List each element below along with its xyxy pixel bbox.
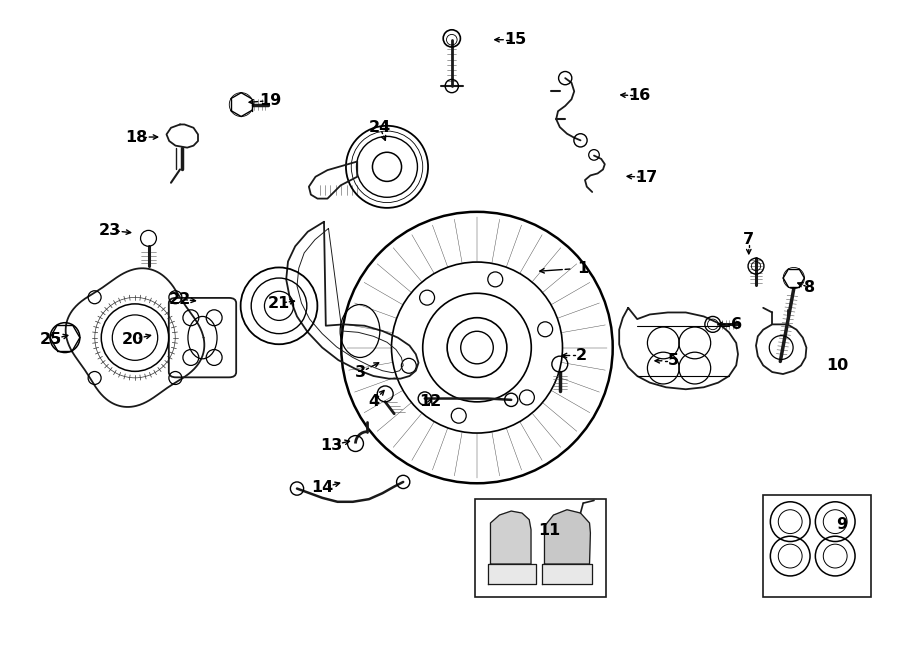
Text: 9: 9 bbox=[836, 517, 847, 532]
Polygon shape bbox=[488, 564, 536, 584]
Text: 17: 17 bbox=[635, 170, 657, 185]
Text: 15: 15 bbox=[505, 32, 526, 47]
Text: 12: 12 bbox=[419, 395, 441, 409]
Text: 16: 16 bbox=[628, 89, 650, 103]
Text: 3: 3 bbox=[355, 365, 365, 380]
Text: 10: 10 bbox=[826, 358, 848, 373]
Text: 6: 6 bbox=[731, 317, 742, 332]
Text: 4: 4 bbox=[368, 395, 379, 409]
Text: 2: 2 bbox=[576, 348, 587, 363]
Text: 7: 7 bbox=[743, 232, 754, 247]
Bar bbox=[763, 495, 871, 597]
Text: 23: 23 bbox=[99, 223, 121, 238]
Text: 24: 24 bbox=[369, 120, 391, 134]
Text: 11: 11 bbox=[538, 524, 560, 538]
Text: 21: 21 bbox=[268, 296, 290, 310]
Text: 22: 22 bbox=[169, 292, 191, 307]
Text: 25: 25 bbox=[40, 332, 62, 347]
Bar bbox=[475, 499, 606, 597]
Text: 18: 18 bbox=[126, 130, 148, 144]
Polygon shape bbox=[491, 511, 531, 564]
Text: 19: 19 bbox=[259, 93, 281, 108]
Text: 1: 1 bbox=[578, 261, 589, 275]
Text: 20: 20 bbox=[122, 332, 144, 347]
Polygon shape bbox=[542, 564, 592, 584]
Text: 8: 8 bbox=[805, 281, 815, 295]
Polygon shape bbox=[544, 510, 590, 564]
Text: 13: 13 bbox=[320, 438, 342, 453]
Text: 14: 14 bbox=[311, 481, 333, 495]
Text: 5: 5 bbox=[668, 354, 679, 368]
